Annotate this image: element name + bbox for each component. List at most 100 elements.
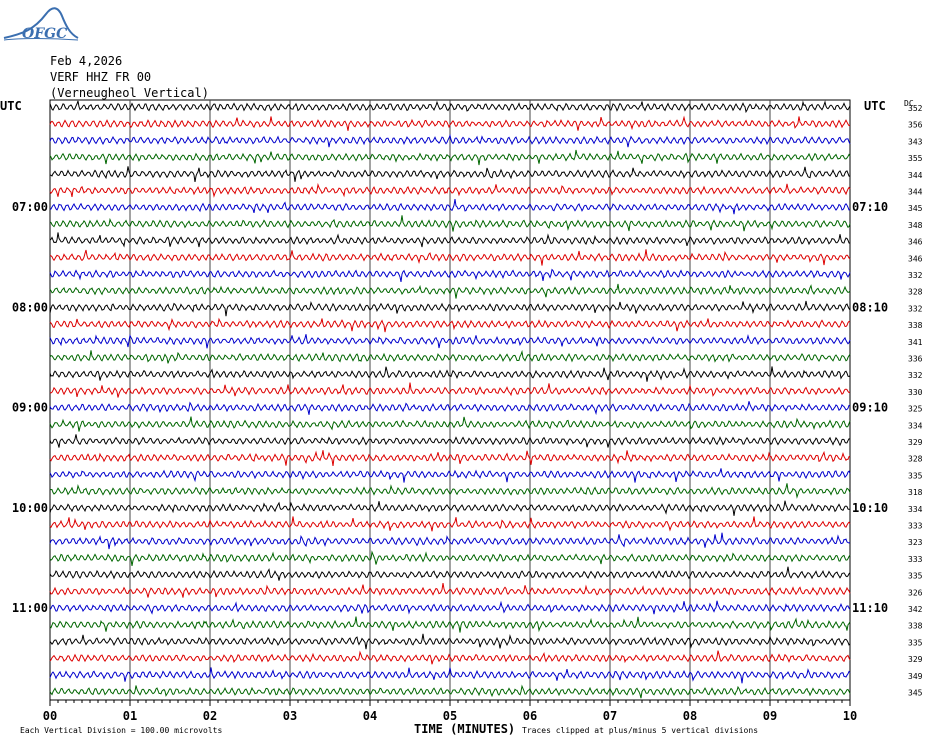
seismic-trace (49, 232, 851, 248)
seismic-trace (49, 349, 851, 364)
x-tick-label: 08 (683, 709, 697, 723)
seismic-trace (49, 300, 851, 317)
right-time-label: 11:10 (852, 601, 888, 615)
x-tick-label: 00 (43, 709, 57, 723)
logo-text: OFGC (22, 26, 68, 42)
dc-offset-label: 341 (908, 338, 923, 347)
left-time-label: 10:00 (12, 501, 48, 515)
dc-offset-label: 333 (908, 522, 923, 531)
dc-offset-label: 343 (908, 137, 923, 146)
logo-swoosh-icon (3, 7, 79, 41)
seismic-trace (49, 100, 851, 114)
seismic-trace (49, 149, 851, 166)
x-tick-label: 03 (283, 709, 297, 723)
header-station: VERF HHZ FR 00 (50, 70, 152, 84)
x-tick-label: 09 (763, 709, 777, 723)
seismic-trace (49, 468, 851, 483)
x-tick-label: 06 (523, 709, 537, 723)
left-time-label: 11:00 (12, 601, 48, 615)
dc-offset-label: 345 (908, 689, 923, 698)
seismic-trace (49, 483, 851, 499)
seismic-trace (49, 600, 851, 615)
seismic-trace (49, 166, 851, 182)
header-location: (Verneugheol Vertical) (50, 86, 209, 100)
dc-offset-label: 335 (908, 572, 923, 581)
seismic-trace (49, 182, 851, 198)
dc-offset-label: 332 (908, 271, 923, 280)
seismic-trace (49, 382, 851, 398)
dc-offset-label: 346 (908, 254, 923, 263)
right-time-label: 07:10 (852, 200, 888, 214)
left-utc-label: UTC (0, 99, 22, 113)
dc-offset-label: 335 (908, 471, 923, 480)
x-axis-title: TIME (MINUTES) (414, 722, 515, 736)
left-time-label: 09:00 (12, 401, 48, 415)
seismic-trace (49, 199, 851, 215)
seismic-trace (49, 450, 851, 466)
seismic-trace (49, 334, 851, 349)
dc-offset-label: 328 (908, 288, 923, 297)
x-tick-label: 07 (603, 709, 617, 723)
seismic-trace (49, 249, 851, 266)
left-time-label: 07:00 (12, 200, 48, 214)
seismic-trace (49, 516, 851, 532)
seismic-trace (49, 401, 851, 416)
dc-offset-label: 333 (908, 555, 923, 564)
seismic-trace (49, 566, 851, 581)
seismic-trace (49, 550, 851, 566)
ofgc-logo: OFGC (0, 0, 80, 48)
dc-offset-label: 335 (908, 638, 923, 647)
seismic-trace (49, 268, 851, 282)
dc-offset-label: 356 (908, 121, 923, 130)
right-time-label: 09:10 (852, 401, 888, 415)
seismic-trace (49, 416, 851, 432)
footer-scale-note: Each Vertical Division = 100.00 microvol… (20, 726, 222, 735)
header-date: Feb 4,2026 (50, 54, 123, 68)
right-utc-label: UTC (864, 99, 886, 113)
seismic-trace (49, 616, 851, 633)
dc-offset-label: 329 (908, 438, 923, 447)
dc-offset-label: 332 (908, 304, 923, 313)
seismic-trace (49, 633, 851, 650)
dc-offset-label: 334 (908, 421, 923, 430)
dc-offset-label: 352 (908, 104, 923, 113)
dc-header-label: DC (904, 99, 914, 108)
seismic-trace (49, 532, 851, 550)
seismic-trace (49, 583, 851, 598)
dc-offset-label: 348 (908, 221, 923, 230)
seismic-trace (49, 650, 851, 665)
seismic-trace (49, 366, 851, 382)
dc-offset-label: 329 (908, 655, 923, 664)
dc-offset-label: 345 (908, 204, 923, 213)
x-tick-label: 05 (443, 709, 457, 723)
dc-offset-label: 344 (908, 171, 923, 180)
seismic-trace (49, 317, 851, 333)
seismic-trace (49, 434, 851, 448)
x-tick-label: 10 (843, 709, 857, 723)
dc-offset-label: 323 (908, 538, 923, 547)
dc-offset-label: 342 (908, 605, 923, 614)
dc-offset-label: 336 (908, 355, 923, 364)
seismic-trace (49, 115, 851, 131)
seismic-trace (49, 684, 851, 699)
x-tick-label: 04 (363, 709, 377, 723)
dc-offset-label: 344 (908, 188, 923, 197)
dc-offset-label: 349 (908, 672, 923, 681)
right-time-label: 08:10 (852, 300, 888, 314)
dc-offset-label: 334 (908, 505, 923, 514)
footer-clip-note: Traces clipped at plus/minus 5 vertical … (522, 726, 758, 735)
dc-offset-label: 332 (908, 371, 923, 380)
dc-offset-label: 325 (908, 405, 923, 414)
left-time-label: 08:00 (12, 300, 48, 314)
seismic-trace (49, 133, 851, 148)
dc-offset-label: 338 (908, 321, 923, 330)
dc-offset-label: 328 (908, 455, 923, 464)
seismic-trace (49, 283, 851, 299)
right-time-label: 10:10 (852, 501, 888, 515)
dc-offset-label: 346 (908, 238, 923, 247)
seismic-trace (49, 215, 851, 232)
x-tick-label: 02 (203, 709, 217, 723)
x-tick-label: 01 (123, 709, 137, 723)
seismic-trace (49, 500, 851, 516)
